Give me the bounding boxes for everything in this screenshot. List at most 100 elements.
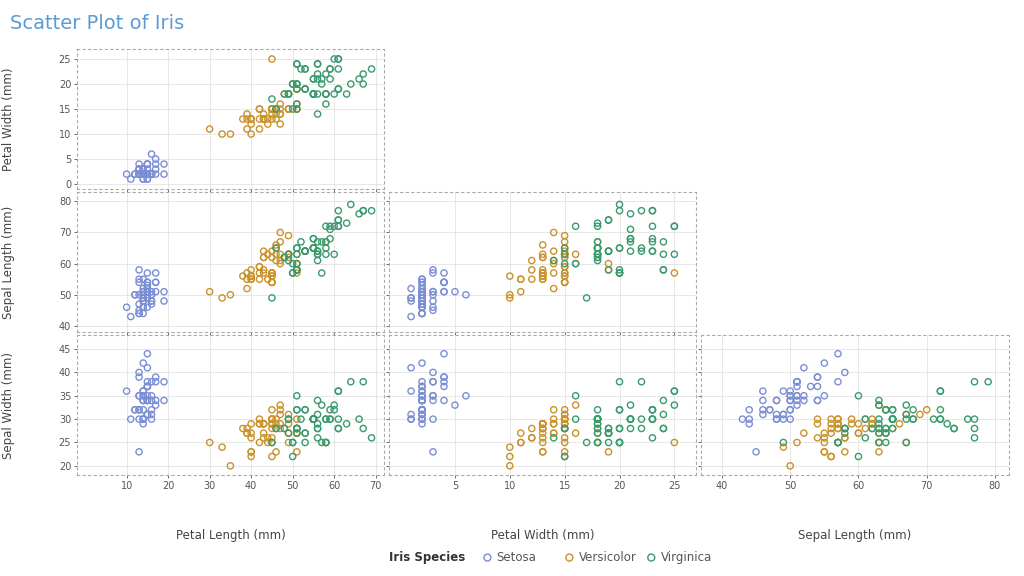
Point (425, 415, 441, 424)
Point (878, 429, 894, 438)
Point (932, 415, 948, 424)
Point (502, 271, 518, 281)
Point (156, 297, 172, 306)
Point (139, 160, 156, 169)
Point (556, 424, 572, 433)
Point (281, 104, 297, 113)
Point (425, 368, 441, 377)
Point (579, 293, 595, 302)
Point (309, 410, 326, 419)
Point (837, 429, 853, 438)
Point (272, 104, 289, 113)
Point (878, 405, 894, 414)
Point (556, 249, 572, 259)
Point (885, 415, 901, 424)
Point (611, 424, 628, 433)
Point (264, 104, 281, 113)
Point (667, 386, 683, 396)
Point (123, 175, 139, 184)
Point (870, 419, 887, 429)
Point (131, 165, 147, 174)
Point (590, 415, 606, 424)
Point (590, 429, 606, 438)
Point (823, 415, 840, 424)
Point (655, 424, 672, 433)
Point (590, 244, 606, 253)
Point (127, 290, 143, 300)
Point (309, 256, 326, 265)
Point (285, 259, 301, 268)
Point (775, 410, 792, 419)
Point (309, 89, 326, 98)
Point (623, 415, 639, 424)
Point (330, 222, 346, 231)
Point (264, 115, 281, 124)
Point (414, 278, 430, 287)
Point (139, 349, 156, 358)
Point (139, 175, 156, 184)
Point (655, 249, 672, 259)
Point (967, 424, 983, 433)
Point (297, 85, 313, 94)
Point (255, 115, 271, 124)
Point (885, 405, 901, 414)
Text: Versicolor: Versicolor (579, 551, 637, 564)
Point (414, 309, 430, 318)
Point (309, 74, 326, 84)
Point (556, 424, 572, 433)
Point (272, 424, 289, 433)
Point (788, 400, 805, 410)
Point (281, 253, 297, 262)
Point (222, 290, 239, 300)
Point (281, 249, 297, 259)
Point (135, 293, 152, 302)
Point (885, 415, 901, 424)
Point (590, 237, 606, 247)
Point (123, 415, 139, 424)
Point (864, 419, 881, 429)
Point (579, 438, 595, 447)
Point (297, 65, 313, 74)
Point (414, 396, 430, 405)
Point (782, 461, 799, 471)
Point (289, 59, 305, 69)
Point (143, 405, 160, 414)
Point (414, 396, 430, 405)
Point (330, 215, 346, 225)
Point (816, 358, 833, 367)
Point (959, 415, 976, 424)
Point (479, 553, 496, 562)
Point (816, 391, 833, 400)
Point (458, 290, 474, 300)
Point (326, 400, 342, 410)
Point (268, 424, 285, 433)
Point (147, 154, 164, 164)
Point (436, 268, 453, 278)
Point (139, 377, 156, 386)
Point (255, 419, 271, 429)
Point (317, 415, 334, 424)
Point (255, 419, 271, 429)
Point (268, 104, 285, 113)
Point (135, 396, 152, 405)
Point (864, 424, 881, 433)
Point (139, 410, 156, 419)
Point (513, 429, 529, 438)
Point (829, 438, 846, 447)
Point (425, 287, 441, 296)
Point (147, 373, 164, 382)
Point (878, 429, 894, 438)
Point (305, 234, 322, 243)
Point (414, 287, 430, 296)
Point (600, 438, 616, 447)
Text: Sepal Width (mm): Sepal Width (mm) (2, 351, 15, 458)
Point (127, 405, 143, 414)
Point (119, 386, 135, 396)
Point (775, 415, 792, 424)
Point (556, 452, 572, 461)
Point (264, 104, 281, 113)
Point (243, 271, 259, 281)
Point (870, 424, 887, 433)
Point (264, 104, 281, 113)
Point (139, 169, 156, 179)
